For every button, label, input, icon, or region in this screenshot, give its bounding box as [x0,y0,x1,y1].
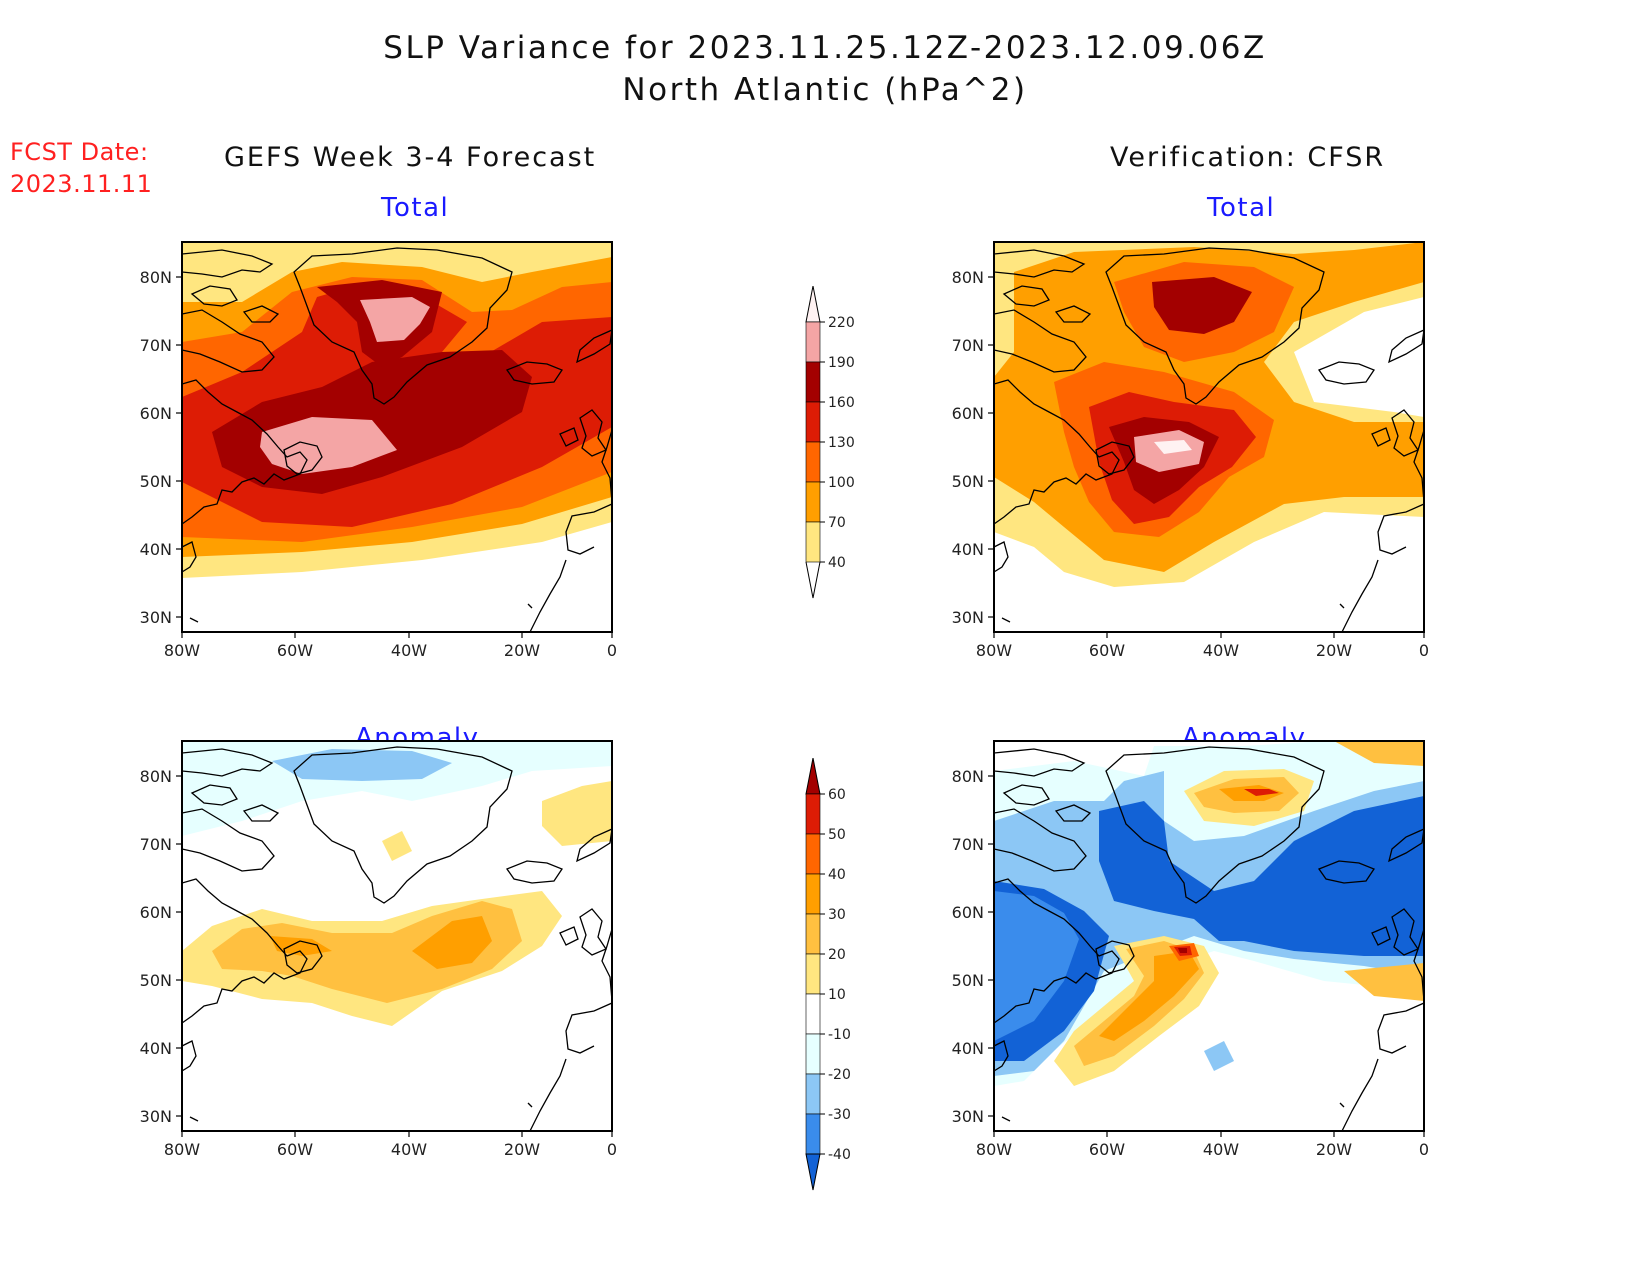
colorbar-total-swatch [805,481,821,523]
lon-tick-label: 40W [391,641,427,660]
colorbar-anomaly-label: -30 [828,1107,851,1123]
lon-tick-label: 80W [164,1140,200,1159]
colorbar-total-label: 130 [828,435,855,451]
figure-title-line2: North Atlantic (hPa^2) [622,72,1028,108]
lon-tick-label: 0 [1419,1140,1429,1159]
lat-tick-label: 80N [952,268,984,287]
lon-tick-label: 20W [504,641,540,660]
colorbar-anomaly-swatch [805,1113,821,1155]
colorbar-total-label: 40 [828,555,846,571]
fcst-date-label: FCST Date: [10,138,149,166]
colorbar-total-label: 190 [828,355,855,371]
verification-total-label: Total [1207,193,1276,223]
colorbar-total-swatch [805,401,821,443]
lon-tick-label: 60W [1089,641,1125,660]
lat-tick-label: 30N [140,608,172,627]
colorbar-anomaly-swatch [805,793,821,835]
lon-tick-label: 20W [1316,1140,1352,1159]
colorbar-anomaly-label: 10 [828,987,846,1003]
forecast-anomaly-map: 80N 70N 60N 50N 40N 30N 80W 60W 40W 20W 0 [124,731,644,1161]
lon-tick-label: 60W [1089,1140,1125,1159]
lon-tick-label: 80W [976,641,1012,660]
colorbar-anomaly-swatch [805,873,821,915]
colorbar-total-label: 100 [828,475,855,491]
colorbar-anomaly-swatch [805,953,821,995]
lon-tick-label: 40W [1203,641,1239,660]
lat-tick-label: 50N [952,472,984,491]
verification-anomaly-map: 80N 70N 60N 50N 40N 30N 80W 60W 40W 20W 0 [936,731,1456,1161]
colorbar-total-label: 70 [828,515,846,531]
anomaly-colorbar: 60 50 40 30 20 10 -10 -20 -30 -40 [800,757,880,1208]
colorbar-anomaly-label: 30 [828,907,846,923]
lat-tick-label: 30N [952,1107,984,1126]
forecast-total-map: 80N 70N 60N 50N 40N 30N 80W 60W 40W 20W 0 [124,232,644,662]
forecast-column-title: GEFS Week 3-4 Forecast [224,142,597,173]
colorbar-total-swatch [805,441,821,483]
colorbar-anomaly-swatch [805,1073,821,1115]
lat-tick-label: 70N [140,835,172,854]
colorbar-anomaly-swatch [805,993,821,1035]
lon-tick-label: 60W [277,1140,313,1159]
lat-tick-label: 80N [140,268,172,287]
verification-total-map: 80N 70N 60N 50N 40N 30N 80W 60W 40W 20W 0 [936,232,1456,662]
lat-tick-label: 40N [952,540,984,559]
forecast-total-label: Total [381,193,450,223]
lat-tick-label: 50N [140,472,172,491]
lat-tick-label: 50N [140,971,172,990]
lat-tick-label: 50N [952,971,984,990]
lat-tick-label: 60N [140,404,172,423]
colorbar-anomaly-swatch [805,913,821,955]
colorbar-anomaly-swatch [805,1033,821,1075]
colorbar-total-bottom-triangle [805,561,821,599]
lon-tick-label: 40W [1203,1140,1239,1159]
lat-tick-label: 80N [140,767,172,786]
lon-tick-label: 20W [504,1140,540,1159]
lon-tick-label: 0 [607,641,617,660]
lon-tick-label: 60W [277,641,313,660]
fcst-date-value: 2023.11.11 [10,170,153,198]
colorbar-total-swatch [805,361,821,403]
lon-tick-label: 0 [1419,641,1429,660]
colorbar-anomaly-label: -10 [828,1027,851,1043]
lat-tick-label: 60N [952,903,984,922]
lon-tick-label: 80W [976,1140,1012,1159]
lat-tick-label: 40N [140,540,172,559]
colorbar-total-label: 220 [828,315,855,331]
colorbar-total-label: 160 [828,395,855,411]
lat-tick-label: 40N [140,1039,172,1058]
colorbar-anomaly-label: -40 [828,1147,851,1163]
verification-column-title: Verification: CFSR [1110,142,1386,173]
figure-title-line1: SLP Variance for 2023.11.25.12Z-2023.12.… [383,30,1267,66]
colorbar-anomaly-label: 40 [828,867,846,883]
colorbar-anomaly-label: 20 [828,947,846,963]
lat-tick-label: 30N [952,608,984,627]
colorbar-anomaly-label: -20 [828,1067,851,1083]
lon-tick-label: 0 [607,1140,617,1159]
colorbar-total-top-triangle [805,285,821,323]
lon-tick-label: 40W [391,1140,427,1159]
total-colorbar: 220 190 160 130 100 70 40 [800,285,880,616]
lat-tick-label: 70N [952,336,984,355]
lat-tick-label: 70N [140,336,172,355]
lat-tick-label: 40N [952,1039,984,1058]
colorbar-anomaly-top-triangle [805,757,821,795]
colorbar-anomaly-label: 60 [828,787,846,803]
colorbar-total-swatch [805,521,821,563]
lat-tick-label: 70N [952,835,984,854]
colorbar-total-swatch [805,321,821,363]
lat-tick-label: 60N [952,404,984,423]
colorbar-anomaly-label: 50 [828,827,846,843]
colorbar-anomaly-swatch [805,833,821,875]
lon-tick-label: 80W [164,641,200,660]
colorbar-anomaly-bottom-triangle [805,1153,821,1191]
lat-tick-label: 30N [140,1107,172,1126]
lat-tick-label: 80N [952,767,984,786]
lat-tick-label: 60N [140,903,172,922]
lon-tick-label: 20W [1316,641,1352,660]
